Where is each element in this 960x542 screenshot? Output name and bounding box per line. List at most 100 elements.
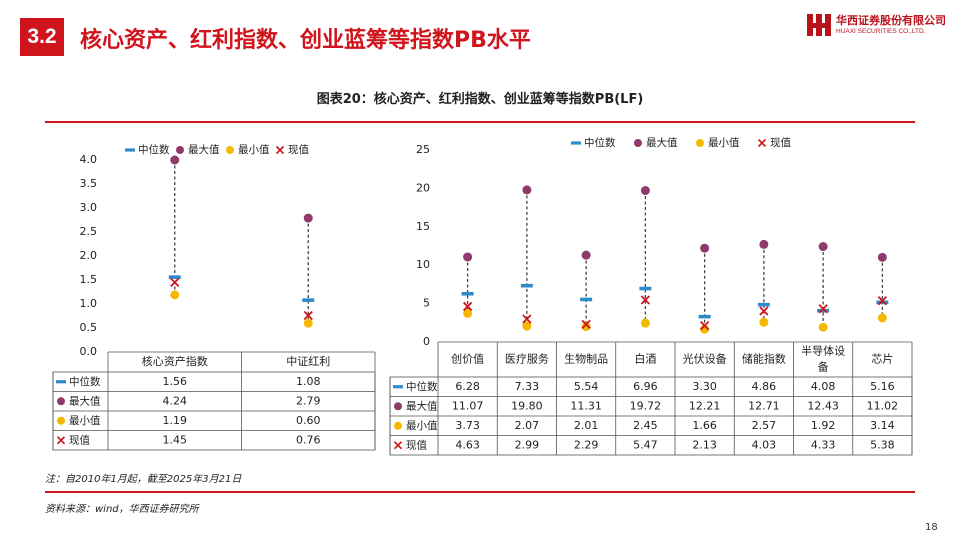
table-value-cell: 2.45 [633, 419, 658, 432]
current-point [877, 296, 888, 306]
logo-english-name: HUAXI SECURITIES CO.,LTD. [836, 28, 926, 35]
table-value-cell: 4.33 [811, 438, 836, 451]
legend-marker-max [176, 146, 184, 154]
table-value-cell: 1.66 [692, 419, 717, 432]
min-point [818, 322, 828, 332]
table-value-cell: 4.03 [752, 438, 777, 451]
median-point [817, 308, 830, 313]
legend-marker-min [226, 146, 234, 154]
min-point [463, 308, 473, 318]
current-point [170, 277, 180, 288]
table-value-cell: 19.72 [630, 399, 662, 412]
max-point [877, 252, 887, 262]
huaxi-logo-icon [807, 14, 831, 36]
table-value-cell: 11.02 [867, 399, 899, 412]
table-row-label: 中位数 [406, 380, 438, 393]
legend-label-max: 最大值 [188, 143, 220, 156]
current-point [699, 321, 710, 331]
median-point [757, 302, 770, 307]
legend-marker-current [275, 145, 285, 155]
current-x-stroke [818, 304, 828, 314]
current-x-stroke [303, 310, 313, 321]
company-logo: 华西证券股份有限公司 HUAXI SECURITIES CO.,LTD. [806, 9, 954, 41]
legend-marker-median [571, 141, 581, 145]
current-point [818, 304, 828, 314]
table-value-cell: 1.45 [163, 433, 188, 446]
table-value-cell: 3.73 [455, 419, 480, 432]
table-row-label: 中位数 [69, 375, 101, 388]
table-header-cell: 光伏设备 [683, 352, 727, 366]
table-value-cell: 12.43 [807, 399, 839, 412]
max-point [170, 155, 180, 165]
table-value-cell: 12.71 [748, 399, 780, 412]
table-value-cell: 2.79 [296, 394, 321, 407]
legend-marker-current [757, 138, 767, 148]
table-header-cell: 储能指数 [742, 352, 786, 366]
table-value-cell: 1.92 [811, 419, 836, 432]
table-value-cell: 5.47 [633, 438, 658, 451]
median-point [461, 291, 474, 296]
max-point [700, 243, 710, 253]
current-point [522, 314, 532, 324]
table-value-cell: 3.14 [870, 419, 895, 432]
page-title: 核心资产、红利指数、创业蓝筹等指数PB水平 [80, 28, 531, 53]
table-value-cell: 6.28 [455, 380, 480, 393]
table-value-cell: 4.08 [811, 380, 836, 393]
y-tick-label: 3.5 [80, 177, 98, 190]
legend-label-median: 中位数 [584, 136, 616, 149]
legend-marker-median [125, 148, 135, 152]
table-row-label: 最大值 [406, 399, 438, 412]
current-x-stroke [56, 436, 66, 445]
max-point [581, 250, 591, 260]
median-point [580, 297, 593, 302]
section-badge: 3.2 [20, 18, 64, 56]
table-value-cell: 1.19 [163, 414, 188, 427]
min-point [303, 318, 313, 328]
table-value-cell: 19.80 [511, 399, 543, 412]
y-tick-label: 2.0 [80, 249, 98, 262]
legend-label-min: 最小值 [238, 143, 270, 156]
min-point [759, 317, 769, 327]
y-tick-label: 1.5 [80, 273, 98, 286]
footnote: 注：自2010年1月起，截至2025年3月21日 [45, 474, 242, 485]
table-header-cell: 中证红利 [286, 355, 330, 368]
median-point [168, 275, 181, 279]
median-point [520, 283, 533, 288]
max-point [759, 239, 769, 249]
table-header-cell: 芯片 [871, 352, 893, 366]
table-row-marker-median [393, 385, 403, 389]
current-x-stroke [170, 277, 180, 288]
table-value-cell: 2.57 [752, 419, 777, 432]
max-point [303, 213, 313, 223]
y-tick-label: 10 [416, 258, 430, 271]
table-header-cell: 半导体设 [801, 344, 845, 358]
table-header-cell: 医疗服务 [505, 352, 549, 366]
min-point [877, 313, 887, 323]
legend-marker-max [634, 139, 642, 147]
current-x-stroke [877, 296, 888, 306]
table-value-cell: 12.21 [689, 399, 721, 412]
y-tick-label: 1.0 [80, 297, 98, 310]
table-value-cell: 4.86 [752, 380, 777, 393]
table-value-cell: 5.54 [574, 380, 599, 393]
page-number: 18 [925, 522, 938, 533]
table-value-cell: 3.30 [692, 380, 717, 393]
table-row-marker-max [394, 402, 402, 411]
table-row-marker-max [57, 397, 65, 406]
table-row-marker-current [393, 441, 403, 450]
y-tick-label: 2.5 [80, 225, 98, 238]
table-value-cell: 2.07 [515, 419, 540, 432]
current-point [581, 319, 591, 330]
table-row-label: 现值 [69, 433, 90, 446]
median-point [698, 314, 711, 319]
y-tick-label: 0 [423, 335, 430, 348]
table-value-cell: 11.31 [570, 399, 602, 412]
logo-chinese-name: 华西证券股份有限公司 [836, 14, 946, 27]
source-note: 资料来源：wind，华西证券研究所 [45, 504, 199, 515]
min-point [640, 318, 650, 328]
current-x-stroke [522, 314, 532, 324]
current-x-stroke [462, 301, 473, 312]
table-row-label: 最小值 [406, 419, 438, 432]
table-row-marker-min [57, 416, 65, 425]
